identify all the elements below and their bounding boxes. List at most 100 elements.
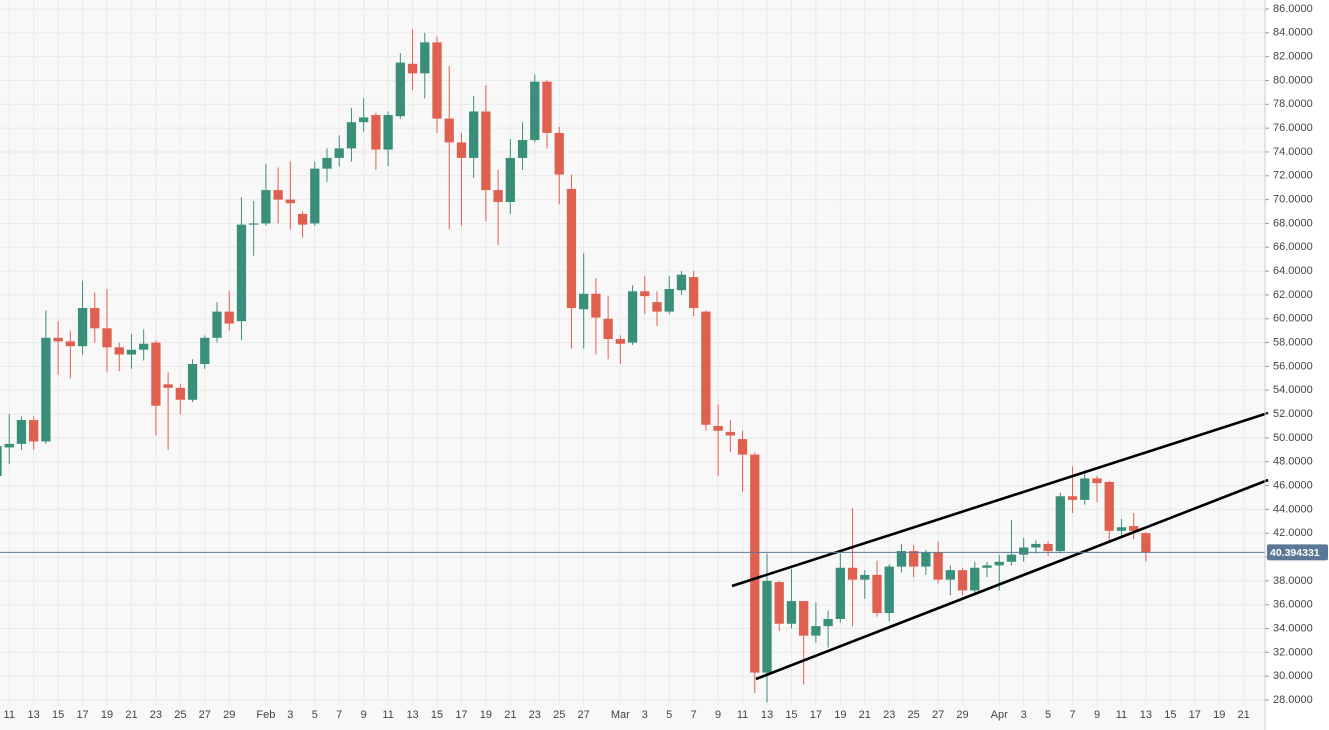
- candle-body: [1141, 533, 1151, 553]
- candle-body: [1129, 526, 1139, 531]
- x-tick-label: 21: [1238, 709, 1250, 721]
- x-tick-label: 17: [810, 709, 822, 721]
- candle-body: [762, 580, 772, 673]
- x-tick-label: 13: [761, 709, 773, 721]
- candle-body: [163, 384, 173, 388]
- candle-body: [786, 601, 797, 624]
- candle-body: [737, 439, 748, 455]
- x-tick-label: 23: [883, 709, 895, 721]
- candle-body: [640, 291, 650, 297]
- candle-body: [957, 570, 968, 591]
- candle-body: [921, 552, 931, 567]
- candle-body: [1104, 481, 1114, 531]
- candle-body: [187, 364, 198, 400]
- y-tick-label: 70.0000: [1273, 194, 1313, 206]
- y-tick-label: 48.0000: [1273, 456, 1313, 468]
- candles: [0, 29, 1269, 703]
- x-tick-label: Apr: [991, 709, 1008, 721]
- candle-body: [371, 115, 381, 150]
- candle-body: [359, 117, 369, 123]
- candle-body: [65, 341, 75, 347]
- x-tick-label: 13: [28, 709, 40, 721]
- candle-body: [395, 62, 405, 117]
- y-tick-label: 34.0000: [1273, 622, 1313, 634]
- y-tick-label: 50.0000: [1273, 432, 1313, 444]
- y-tick-label: 68.0000: [1273, 217, 1313, 229]
- x-tick-label: 17: [76, 709, 88, 721]
- labels: 28.0000 30.0000 32.0000 34.0000 36.0000 38.00…: [4, 0, 1328, 730]
- candle-body: [444, 118, 454, 143]
- candle-body: [41, 337, 51, 442]
- x-tick-label: 25: [553, 709, 565, 721]
- y-tick-label: 42.0000: [1273, 527, 1313, 539]
- candle-body: [16, 420, 27, 444]
- candle-body: [0, 446, 2, 477]
- x-tick-label: 5: [1045, 709, 1051, 721]
- candle-body: [53, 337, 63, 342]
- x-tick-label: 23: [529, 709, 541, 721]
- candle-body: [627, 291, 638, 343]
- x-tick-label: 29: [223, 709, 235, 721]
- candle-body: [505, 157, 515, 203]
- y-tick-label: 64.0000: [1273, 265, 1313, 277]
- y-tick-label: 46.0000: [1273, 479, 1313, 491]
- candle-body: [517, 140, 528, 158]
- x-tick-label: 11: [737, 709, 748, 721]
- candle-body: [1043, 543, 1053, 552]
- candle-body: [114, 347, 124, 355]
- candle-body: [139, 343, 149, 350]
- candle-body: [200, 337, 210, 365]
- x-tick-label: 3: [1021, 709, 1027, 721]
- candle-body: [1116, 527, 1127, 531]
- y-tick-label: 66.0000: [1273, 241, 1313, 253]
- candle-body: [982, 565, 992, 568]
- candle-body: [310, 168, 320, 224]
- x-tick-label: 3: [642, 709, 648, 721]
- y-tick-label: 60.0000: [1273, 313, 1313, 325]
- candle-body: [542, 81, 552, 133]
- x-tick-label: 21: [125, 709, 137, 721]
- candle-body: [151, 342, 161, 406]
- x-tick-label: 29: [956, 709, 968, 721]
- candle-body: [175, 387, 185, 400]
- y-tick-label: 30.0000: [1273, 670, 1313, 682]
- candle-body: [774, 582, 784, 624]
- x-tick-label: 11: [1116, 709, 1127, 721]
- candle-body: [383, 115, 393, 150]
- y-tick-label: 32.0000: [1273, 646, 1313, 658]
- x-tick-label: 19: [101, 709, 113, 721]
- candle-body: [29, 420, 39, 442]
- x-tick-label: 21: [859, 709, 871, 721]
- candle-body: [676, 274, 687, 291]
- candle-body: [493, 190, 503, 203]
- y-tick-label: 80.0000: [1273, 74, 1313, 86]
- candle-body: [884, 566, 894, 614]
- x-tick-label: 27: [578, 709, 590, 721]
- y-tick-label: 52.0000: [1273, 408, 1313, 420]
- candle-body: [469, 111, 479, 158]
- x-tick-label: 7: [336, 709, 342, 721]
- x-tick-label: 15: [431, 709, 443, 721]
- candle-body: [652, 302, 662, 312]
- x-tick-label: 9: [361, 709, 367, 721]
- candle-body: [420, 42, 430, 74]
- y-tick-label: 54.0000: [1273, 384, 1313, 396]
- candle-body: [126, 349, 137, 355]
- candle-body: [750, 454, 760, 673]
- candle-body: [249, 223, 259, 225]
- candle-body: [1006, 554, 1017, 562]
- candle-body: [481, 111, 491, 191]
- candle-body: [860, 574, 870, 580]
- x-tick-label: Feb: [256, 709, 275, 721]
- y-tick-label: 38.0000: [1273, 575, 1313, 587]
- candle-body: [102, 328, 112, 348]
- candle-body: [713, 425, 723, 431]
- candle-body: [945, 570, 955, 580]
- candle-body: [603, 318, 613, 340]
- x-tick-label: 9: [1094, 709, 1100, 721]
- y-tick-label: 56.0000: [1273, 360, 1313, 372]
- candle-body: [261, 190, 271, 224]
- candle-body: [566, 188, 577, 309]
- candle-body: [811, 626, 821, 636]
